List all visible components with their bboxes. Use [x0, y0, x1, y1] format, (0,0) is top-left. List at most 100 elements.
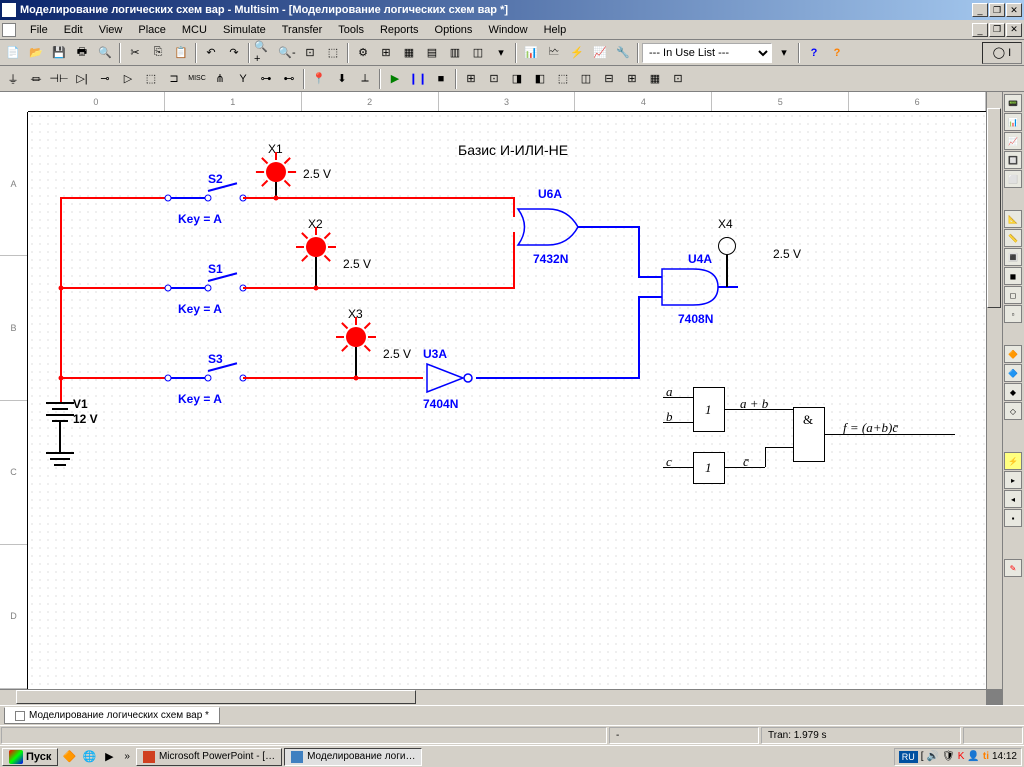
quick-launch-icon[interactable]: ▶	[100, 748, 118, 766]
menu-options[interactable]: Options	[427, 22, 481, 38]
instrument-icon[interactable]: 🔲	[1004, 151, 1022, 169]
instrument-icon[interactable]: ◂	[1004, 490, 1022, 508]
menu-place[interactable]: Place	[130, 22, 174, 38]
switch-s1[interactable]	[168, 287, 208, 289]
instrument-icon[interactable]: ▸	[1004, 471, 1022, 489]
clock[interactable]: 14:12	[992, 751, 1017, 762]
instrument-icon[interactable]: 📟	[1004, 94, 1022, 112]
document-tab[interactable]: Моделирование логических схем вар *	[4, 707, 220, 724]
menu-edit[interactable]: Edit	[56, 22, 91, 38]
conn-icon[interactable]: ⊶	[255, 68, 277, 90]
instrument-icon[interactable]: ⚡	[1004, 452, 1022, 470]
probe-x1[interactable]	[266, 162, 286, 182]
sim-switch[interactable]: ◯ I	[982, 42, 1022, 64]
instrument-icon[interactable]: 🔳	[1004, 248, 1022, 266]
tray-icon[interactable]: 🔊	[927, 751, 939, 762]
instrument-icon[interactable]: ◇	[1004, 402, 1022, 420]
start-button[interactable]: Пуск	[2, 748, 58, 766]
battery-icon[interactable]	[46, 402, 74, 404]
instrument-icon[interactable]: 🔷	[1004, 364, 1022, 382]
save-icon[interactable]: 💾	[48, 42, 70, 64]
tray-icon[interactable]: 🛡	[942, 751, 955, 762]
analysis-icon[interactable]: ⊞	[460, 68, 482, 90]
switch-s2[interactable]	[168, 197, 208, 199]
child-maximize-button[interactable]: ❐	[989, 23, 1005, 37]
pause-icon[interactable]: ❙❙	[407, 68, 429, 90]
analysis-icon[interactable]: ⊡	[667, 68, 689, 90]
label-v1[interactable]: V1	[73, 397, 88, 411]
transistor-icon[interactable]: ⊸	[94, 68, 116, 90]
menu-simulate[interactable]: Simulate	[215, 22, 274, 38]
analysis-icon[interactable]: ◧	[529, 68, 551, 90]
tool-icon[interactable]: ▾	[773, 42, 795, 64]
task-button[interactable]: Microsoft PowerPoint - […	[136, 748, 282, 766]
probe-x4[interactable]	[718, 237, 736, 255]
analysis-icon[interactable]: ▦	[644, 68, 666, 90]
cap-icon[interactable]: ⊣⊢	[48, 68, 70, 90]
scrollbar-vertical[interactable]	[986, 92, 1002, 689]
instrument-icon[interactable]: 📈	[1004, 132, 1022, 150]
menu-window[interactable]: Window	[480, 22, 535, 38]
instrument-icon[interactable]: ▪	[1004, 509, 1022, 527]
in-use-list[interactable]: --- In Use List ---	[642, 43, 772, 63]
gate-u3a[interactable]	[423, 362, 478, 394]
tool-icon[interactable]: 📊	[520, 42, 542, 64]
instrument-icon[interactable]: 📏	[1004, 229, 1022, 247]
undo-icon[interactable]: ↶	[200, 42, 222, 64]
close-button[interactable]: ✕	[1006, 3, 1022, 17]
instrument-icon[interactable]: ▫	[1004, 305, 1022, 323]
menu-view[interactable]: View	[91, 22, 131, 38]
opamp-icon[interactable]: ▷	[117, 68, 139, 90]
ic-icon[interactable]: ⬚	[140, 68, 162, 90]
probe-x2[interactable]	[306, 237, 326, 257]
tool-icon[interactable]: ▦	[398, 42, 420, 64]
instrument-icon[interactable]: ◼	[1004, 267, 1022, 285]
instrument-icon[interactable]: ✎	[1004, 559, 1022, 577]
instrument-icon[interactable]: ◆	[1004, 383, 1022, 401]
tool-icon[interactable]: ▾	[490, 42, 512, 64]
tray-icon[interactable]: 👤	[967, 751, 979, 762]
diode-icon[interactable]: ▷|	[71, 68, 93, 90]
lang-indicator[interactable]: RU	[899, 751, 918, 763]
menu-reports[interactable]: Reports	[372, 22, 427, 38]
tray-icon[interactable]: K	[958, 751, 965, 762]
menu-transfer[interactable]: Transfer	[274, 22, 331, 38]
tool-icon[interactable]: ⚡	[566, 42, 588, 64]
instrument-icon[interactable]: ⬜	[1004, 170, 1022, 188]
analysis-icon[interactable]: ⬚	[552, 68, 574, 90]
preview-icon[interactable]: 🔍	[94, 42, 116, 64]
probe-x3[interactable]	[346, 327, 366, 347]
scrollbar-horizontal[interactable]	[0, 689, 986, 705]
child-minimize-button[interactable]: _	[972, 23, 988, 37]
gate-u6a[interactable]	[513, 207, 583, 247]
instrument-icon[interactable]: ◻	[1004, 286, 1022, 304]
tool-icon[interactable]: 🔧	[612, 42, 634, 64]
tool-icon[interactable]: ▥	[444, 42, 466, 64]
schematic-canvas[interactable]: Базис И-ИЛИ-НЕ X1 X2 X3 X4 2.5 V 2.5 V 2…	[28, 112, 986, 689]
tool-icon[interactable]: ⚙	[352, 42, 374, 64]
resistor-icon[interactable]: ⏛	[25, 68, 47, 90]
tool-icon[interactable]: 📈	[589, 42, 611, 64]
probe-icon[interactable]: ⬇	[331, 68, 353, 90]
system-tray[interactable]: RU [ 🔊 🛡 K 👤 ti 14:12	[894, 748, 1022, 766]
menu-help[interactable]: Help	[536, 22, 575, 38]
analysis-icon[interactable]: ⊟	[598, 68, 620, 90]
zoom-100-icon[interactable]: ⬚	[322, 42, 344, 64]
probe-icon[interactable]: 📍	[308, 68, 330, 90]
menu-file[interactable]: File	[22, 22, 56, 38]
redo-icon[interactable]: ↷	[223, 42, 245, 64]
analysis-icon[interactable]: ◫	[575, 68, 597, 90]
help-icon[interactable]: ?	[826, 42, 848, 64]
ground-icon[interactable]	[59, 422, 61, 452]
maximize-button[interactable]: ❐	[989, 3, 1005, 17]
minimize-button[interactable]: _	[972, 3, 988, 17]
label-x4[interactable]: X4	[718, 217, 733, 231]
tray-icon[interactable]: ti	[983, 751, 989, 762]
zoom-out-icon[interactable]: 🔍-	[276, 42, 298, 64]
net-icon[interactable]: ⋔	[209, 68, 231, 90]
new-icon[interactable]: 📄	[2, 42, 24, 64]
zoom-in-icon[interactable]: 🔍+	[253, 42, 275, 64]
cut-icon[interactable]: ✂	[124, 42, 146, 64]
misc-icon[interactable]: MISC	[186, 68, 208, 90]
zoom-fit-icon[interactable]: ⊡	[299, 42, 321, 64]
